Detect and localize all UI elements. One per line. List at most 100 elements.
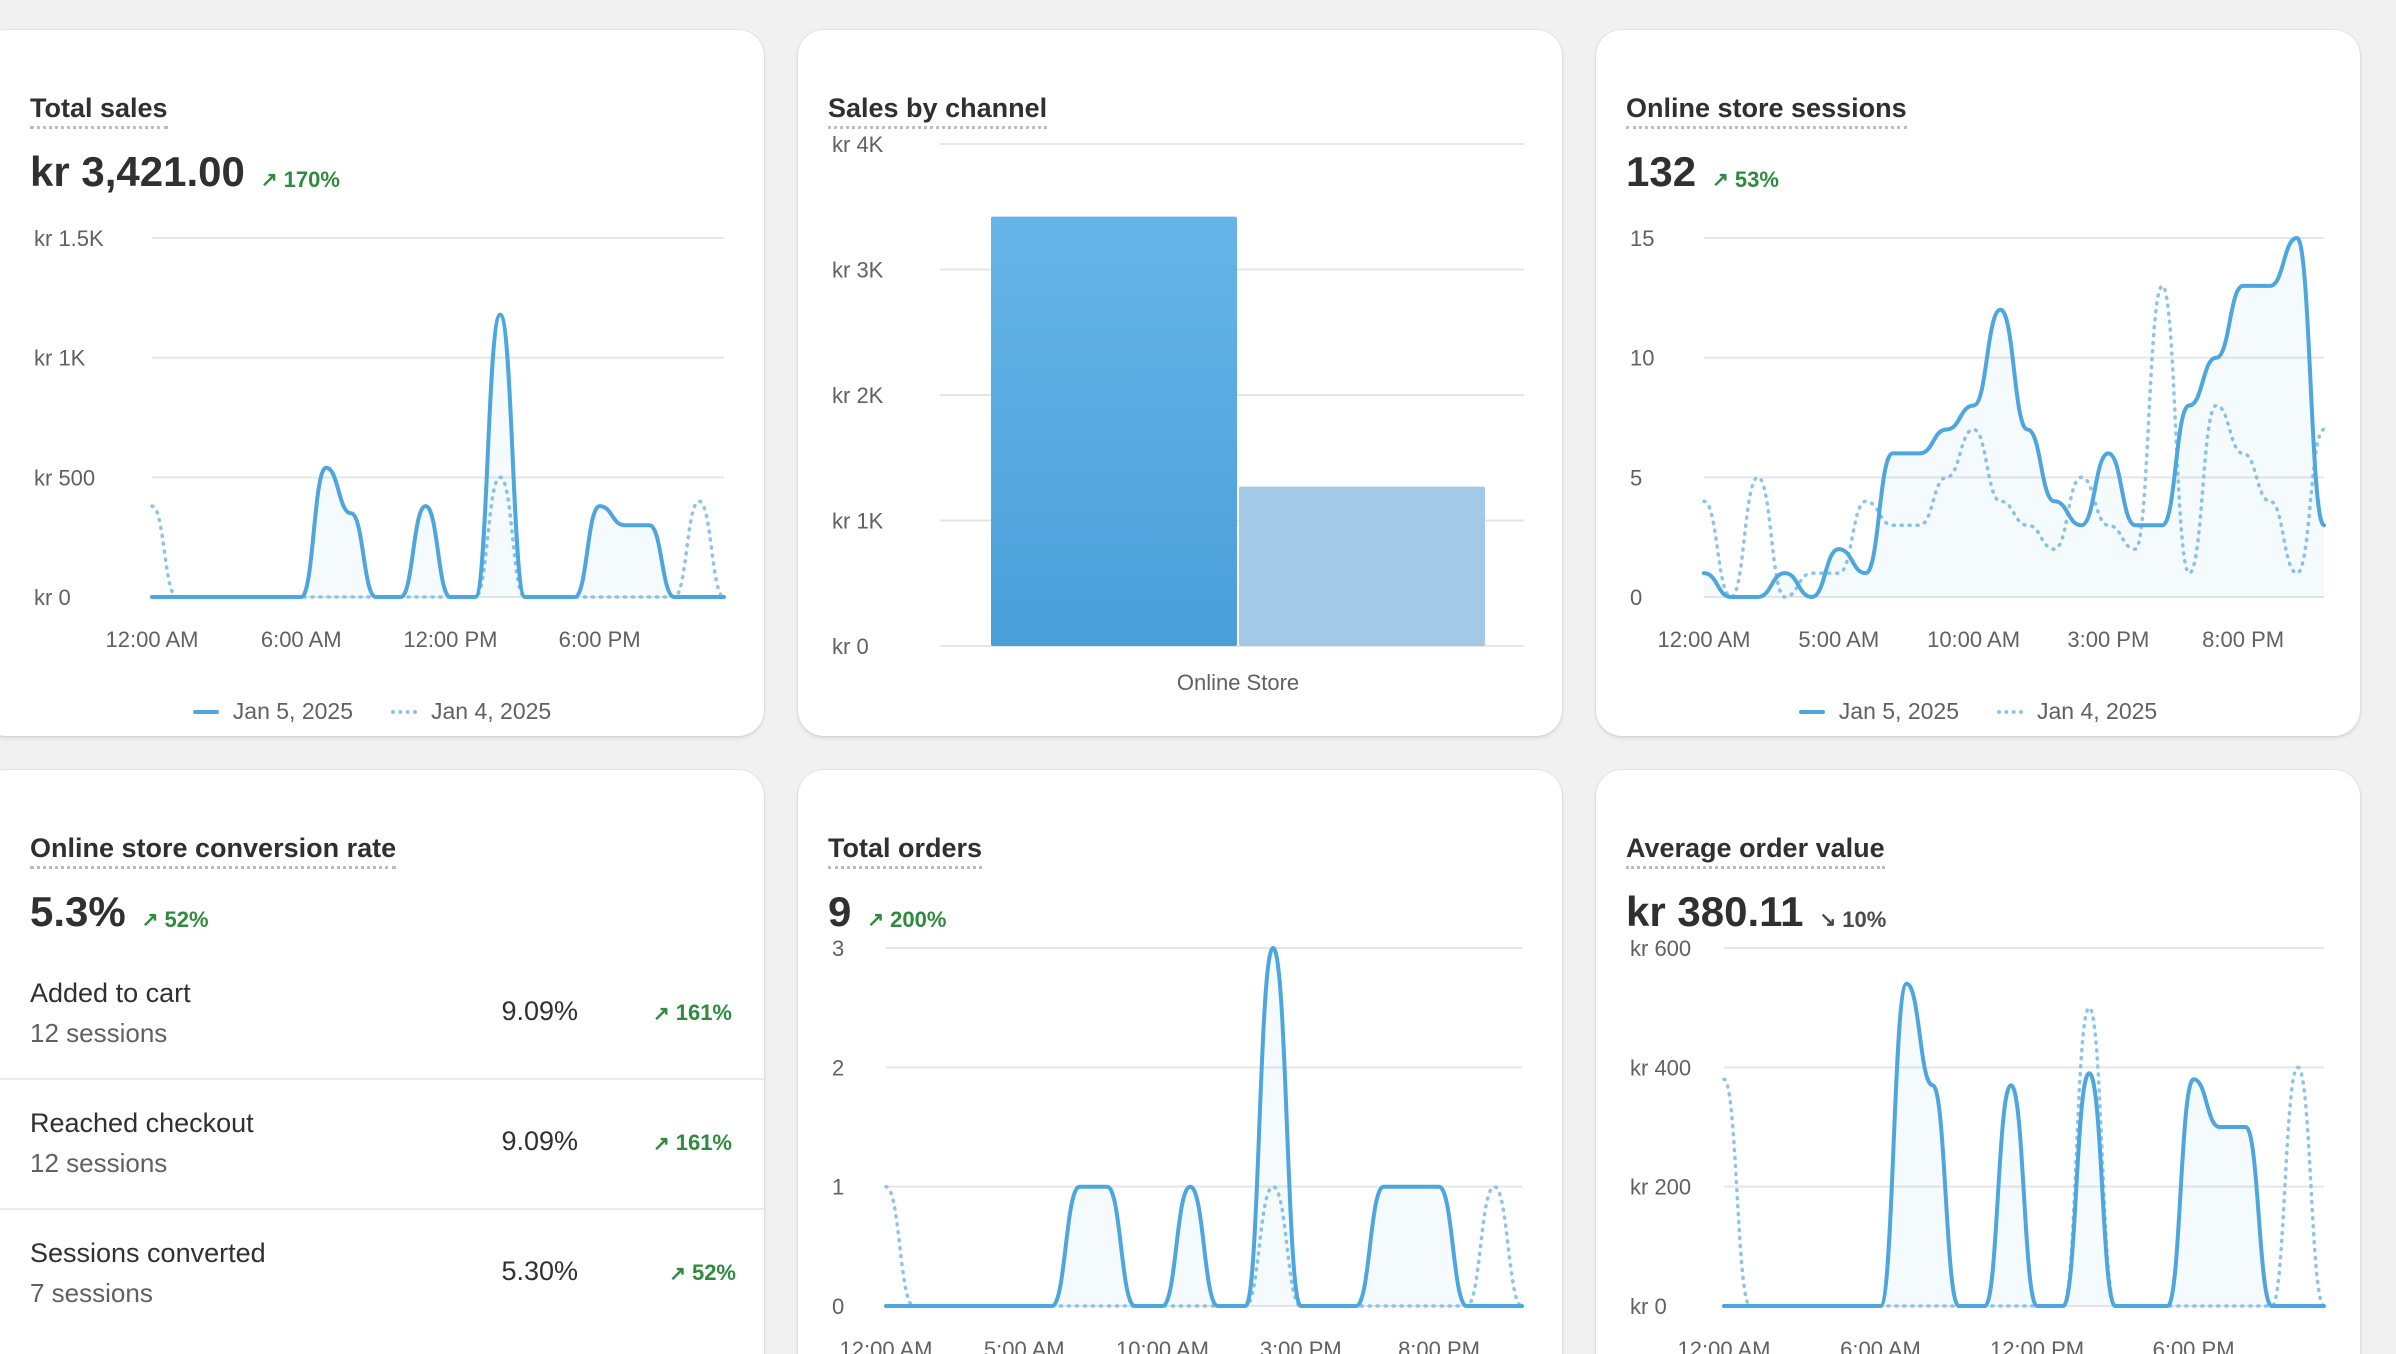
y-tick-label: kr 500	[34, 465, 95, 490]
conversion-title[interactable]: Online store conversion rate	[30, 833, 397, 869]
legend-comparison-label: Jan 4, 2025	[2037, 698, 2158, 724]
legend-comparison[interactable]: Jan 4, 2025	[391, 698, 551, 725]
funnel-row-added-to-cart[interactable]: Added to cart 12 sessions 9.09% ↗ 161%	[0, 950, 764, 1080]
total-orders-metric: 9 ↗ 200%	[828, 887, 946, 937]
arrow-down-right-icon: ↘	[1819, 909, 1837, 931]
total-sales-delta-value: 170%	[283, 166, 340, 192]
sessions-metric: 132 ↗ 53%	[1626, 147, 1779, 197]
x-tick-label: 5:00 AM	[1798, 627, 1879, 652]
arrow-up-right-icon: ↗	[141, 909, 159, 931]
y-tick-label: 3	[832, 936, 844, 961]
y-tick-label: kr 0	[1630, 1294, 1667, 1319]
aov-card: Average order value kr 380.11 ↘ 10% kr 0 k…	[1596, 770, 2360, 1354]
conversion-card: Online store conversion rate 5.3% ↗ 52% A…	[0, 770, 764, 1354]
total-orders-chart: 0 1 2 3 12:00 AM 5:00 AM 10:00 AM 3:00 PM 8:00 P…	[832, 936, 1524, 1354]
total-sales-card: Total sales kr 3,421.00 ↗ 170% kr 0 kr 500…	[0, 30, 764, 736]
legend-current-label: Jan 5, 2025	[232, 698, 353, 724]
legend-current[interactable]: Jan 5, 2025	[1798, 698, 1959, 725]
legend-dotted-swatch	[1997, 709, 2023, 714]
total-orders-card: Total orders 9 ↗ 200% 0 1 2 3 12:00 AM 5:00 AM…	[798, 770, 1562, 1354]
funnel-percentage: 5.30%	[501, 1256, 578, 1286]
y-tick-label: 2	[832, 1055, 844, 1080]
funnel-label: Added to cart	[30, 978, 191, 1008]
total-sales-value: kr 3,421.00	[30, 148, 245, 195]
arrow-up-right-icon: ↗	[260, 169, 278, 191]
sessions-delta-value: 53%	[1734, 166, 1779, 192]
bar-comparison	[1239, 486, 1485, 646]
total-sales-title[interactable]: Total sales	[30, 93, 168, 129]
aov-delta: ↘ 10%	[1820, 907, 1887, 933]
sales-by-channel-chart: kr 0 kr 1K kr 2K kr 3K kr 4K Online Store	[832, 132, 1524, 695]
x-tick-label: Online Store	[1177, 670, 1299, 695]
funnel-delta-value: 161%	[675, 1130, 732, 1155]
funnel-row-reached-checkout[interactable]: Reached checkout 12 sessions 9.09% ↗ 161%	[0, 1080, 764, 1210]
funnel-sessions: 12 sessions	[30, 1148, 168, 1178]
sessions-title[interactable]: Online store sessions	[1626, 93, 1907, 129]
arrow-up-right-icon: ↗	[652, 1133, 670, 1155]
total-orders-value: 9	[828, 888, 852, 935]
x-tick-label: 12:00 PM	[403, 627, 497, 652]
x-tick-label: 12:00 AM	[1678, 1337, 1771, 1354]
y-tick-label: 0	[832, 1294, 844, 1319]
total-sales-chart: kr 0 kr 500 kr 1K kr 1.5K 12:00 AM 6:00 AM 12:…	[34, 226, 726, 652]
y-tick-label: 0	[1630, 585, 1642, 610]
funnel-delta-value: 52%	[691, 1260, 736, 1285]
x-tick-label: 8:00 PM	[1398, 1337, 1480, 1354]
total-orders-delta: ↗ 200%	[867, 907, 946, 933]
conversion-delta: ↗ 52%	[142, 907, 209, 933]
x-tick-label: 3:00 PM	[2067, 627, 2149, 652]
arrow-up-right-icon: ↗	[669, 1263, 686, 1285]
series-area	[1724, 983, 2324, 1306]
aov-delta-value: 10%	[1842, 906, 1887, 932]
series-line-current	[1702, 236, 2326, 599]
funnel-delta: ↗ 161%	[653, 1000, 732, 1026]
x-tick-label: 12:00 AM	[1658, 627, 1751, 652]
y-tick-label: kr 4K	[832, 132, 884, 157]
legend-dotted-swatch	[391, 709, 417, 714]
x-tick-label: 5:00 AM	[984, 1337, 1065, 1354]
series-area	[1704, 238, 2324, 597]
total-sales-metric: kr 3,421.00 ↗ 170%	[30, 147, 340, 197]
y-tick-label: 1	[832, 1175, 844, 1200]
funnel-percentage: 9.09%	[501, 1126, 578, 1156]
y-tick-label: kr 0	[832, 634, 869, 659]
funnel-percentage: 9.09%	[501, 996, 578, 1026]
arrow-up-right-icon: ↗	[1712, 169, 1729, 191]
total-orders-title[interactable]: Total orders	[828, 833, 983, 869]
funnel-delta-value: 161%	[675, 1000, 732, 1025]
total-sales-legend: Jan 5, 2025 Jan 4, 2025	[0, 698, 764, 725]
funnel-label: Sessions converted	[30, 1238, 266, 1268]
funnel-delta: ↗ 52%	[669, 1260, 736, 1286]
legend-solid-swatch	[192, 709, 219, 714]
x-tick-label: 12:00 AM	[106, 627, 199, 652]
x-tick-label: 10:00 AM	[1116, 1337, 1209, 1354]
legend-solid-swatch	[1798, 709, 1825, 714]
y-tick-label: kr 2K	[832, 383, 884, 408]
funnel-row-sessions-converted[interactable]: Sessions converted 7 sessions 5.30% ↗ 52%	[0, 1210, 764, 1340]
sales-by-channel-card: Sales by channel kr 0 kr 1K kr 2K kr 3K kr 4…	[798, 30, 1562, 736]
sessions-legend: Jan 5, 2025 Jan 4, 2025	[1596, 698, 2360, 725]
aov-chart: kr 0 kr 200 kr 400 kr 600 12:00 AM 6:00 AM 12:…	[1630, 936, 2326, 1354]
series-line-current	[150, 312, 726, 599]
y-tick-label: kr 1.5K	[34, 226, 104, 251]
y-tick-label: kr 200	[1630, 1175, 1691, 1200]
aov-title[interactable]: Average order value	[1626, 833, 1885, 869]
sessions-value: 132	[1626, 148, 1697, 195]
legend-comparison[interactable]: Jan 4, 2025	[1997, 698, 2157, 725]
x-tick-label: 6:00 AM	[261, 627, 342, 652]
legend-current[interactable]: Jan 5, 2025	[192, 698, 353, 725]
funnel-sessions: 7 sessions	[30, 1278, 153, 1308]
y-tick-label: 15	[1630, 226, 1654, 251]
arrow-up-right-icon: ↗	[652, 1003, 670, 1025]
funnel-delta: ↗ 161%	[653, 1130, 732, 1156]
sessions-delta: ↗ 53%	[1712, 167, 1779, 193]
series-line-comparison	[1702, 284, 2326, 599]
sales-by-channel-title[interactable]: Sales by channel	[828, 93, 1048, 129]
aov-metric: kr 380.11 ↘ 10%	[1626, 887, 1886, 937]
y-tick-label: kr 400	[1630, 1055, 1691, 1080]
total-sales-delta: ↗ 170%	[261, 167, 340, 193]
x-tick-label: 10:00 AM	[1927, 627, 2020, 652]
total-orders-delta-value: 200%	[890, 906, 947, 932]
x-tick-label: 6:00 AM	[1840, 1337, 1921, 1354]
x-tick-label: 6:00 PM	[559, 627, 641, 652]
